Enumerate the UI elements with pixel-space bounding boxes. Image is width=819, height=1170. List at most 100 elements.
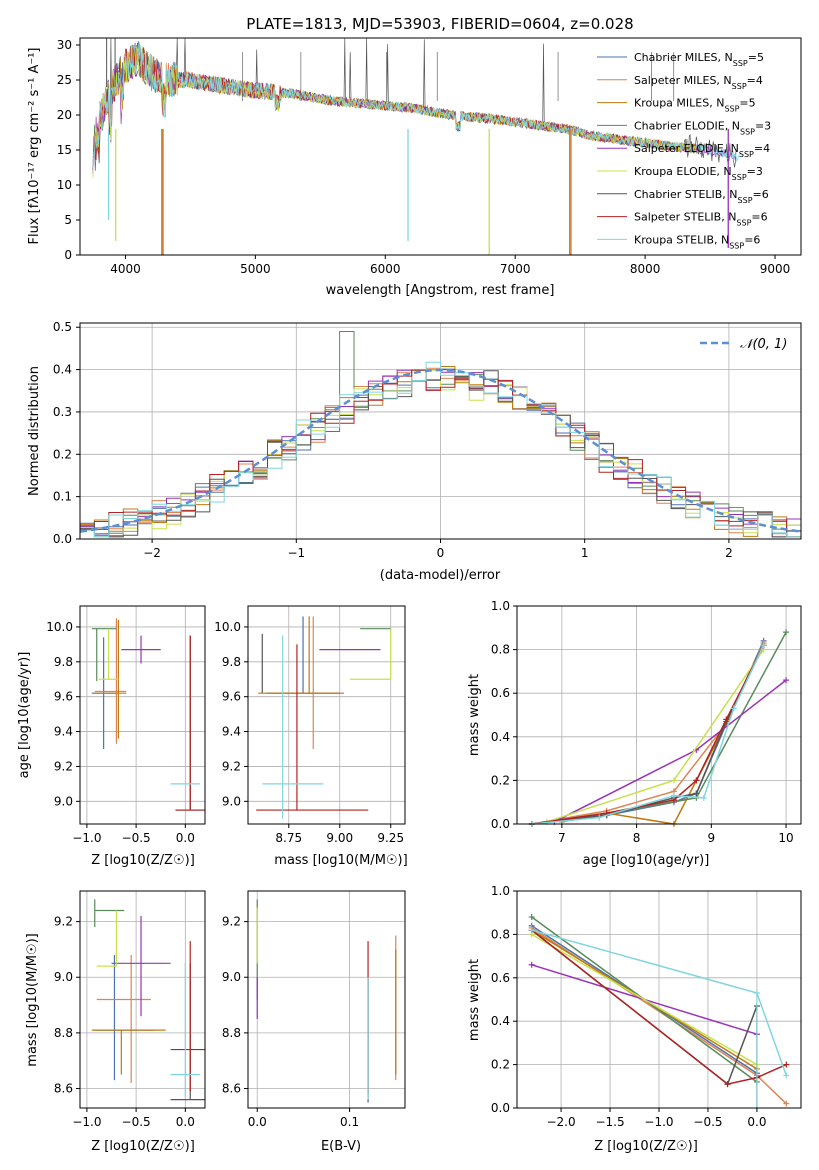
panel-frame [516,605,802,825]
panel-x-tick-label: 0.1 [340,1115,359,1129]
weight-point [723,716,730,723]
mass-vs-z-panel: −1.0 −0.5 0.08.68.89.09.2 Z [log10(Z/Z☉)] … [25,890,206,1154]
panel-y-tick-label: 10.0 [214,620,241,634]
panel-y-tick-label: 0.6 [491,971,510,985]
spectrum-frame [79,37,802,256]
panel-y-tick-label: 0.2 [491,773,510,787]
panel-marks [91,899,205,1101]
legend-label: Kroupa STELIB, NSSP=6 [634,233,760,250]
panel-x-tick-label: 0.0 [248,1115,267,1129]
weight-point [528,914,535,921]
weight-point [760,642,767,649]
panel-y-tick-label: 9.2 [222,759,241,773]
spectrum-x-tick-label: 8000 [630,262,661,276]
panel-x-tick-label: 9.00 [326,831,353,845]
panel-x-tick-label: 8.75 [275,831,302,845]
weight-point [528,927,535,934]
spectrum-x-label: wavelength [Angstrom, rest frame] [326,283,555,298]
panel-y-tick-label: 9.0 [222,970,241,984]
panel-x-tick-label: 0.0 [747,1115,766,1129]
weight-vs-age-y-label: mass weight [467,674,482,756]
panel-y-tick-label: 0.6 [491,686,510,700]
panel-y-tick-label: 8.8 [222,1026,241,1040]
panel-y-tick-label: 1.0 [491,884,510,898]
histogram-y-tick-label: 0.0 [53,532,72,546]
panel-x-tick-label: 0.0 [176,1115,195,1129]
spectrum-x-ticks: 4000 5000 6000 7000 8000 9000 [110,255,790,276]
weight-vs-age-panel: 7 8 9 10 0.0 0.2 0.4 0.6 0.8 1.0 age [log10(age/y… [467,599,802,868]
spectrum-line-salpeter-stelib [92,43,698,171]
panel-y-tick-label: 9.4 [222,725,241,739]
normal-legend-label: 𝒩(0, 1) [740,337,787,352]
panel-grid [80,606,205,824]
panel-y-tick-label: 0.8 [491,643,510,657]
panel-y-tick-label: 8.6 [222,1082,241,1096]
weight-point [783,1072,790,1079]
weight-point [670,777,677,784]
weight-point [700,794,707,801]
panel-x-tick-label: −1.0 [72,831,101,845]
panel-frame [247,605,406,825]
spectrum-x-tick-label: 4000 [110,262,141,276]
weight-vs-z-x-label: Z [log10(Z/Z☉)] [594,1139,698,1154]
weight-point [730,705,737,712]
spectrum-y-label: Flux [fλ10⁻¹⁷ erg cm⁻² s⁻¹ A⁻¹] [27,48,42,245]
legend-label: Salpeter ELODIE, NSSP=4 [634,142,770,159]
panel-x-tick-label: −0.5 [693,1115,722,1129]
histogram-grid [80,323,801,540]
normal-curve [79,368,802,533]
panel-y-tick-label: 9.8 [222,655,241,669]
panel-y-tick-label: 0.4 [491,1014,510,1028]
weight-vs-z-y-label: mass weight [467,959,482,1041]
panel-y-tick-label: 0.8 [491,927,510,941]
panel-frame [247,890,406,1109]
weight-line-chabrier-stelib [531,644,765,825]
legend-label: Salpeter STELIB, NSSP=6 [634,211,768,228]
weight-point [783,629,790,636]
mass-vs-z-plot: −1.0 −0.5 0.0 8.6 8.8 9.0 9.2 [54,890,206,1129]
spectrum-line-kroupa-elodie [92,45,698,179]
weight-vs-age-plot: 7 8 9 10 0.0 0.2 0.4 0.6 0.8 1.0 [491,599,802,845]
weight-line-chabrier-miles [531,640,765,825]
spectrum-x-tick-label: 5000 [240,262,271,276]
histogram-y-tick-label: 0.5 [53,320,72,334]
mass-vs-ebv-panel: 0.0 0.1 8.6 8.8 9.0 9.2 E(B-V) [222,890,406,1154]
histogram-y-tick-label: 0.1 [53,490,72,504]
weight-point [783,1061,790,1068]
mass-vs-z-y-label: mass [log10(M/M☉)] [25,933,40,1066]
weight-vs-z-plot: −2.0 −1.5 −1.0 −0.5 0.0 0.0 0.2 0.4 0.6 0.8 1.0 [491,884,802,1129]
weight-point [670,792,677,799]
histogram-x-tick-label: −1 [287,546,305,560]
age-vs-mass-x-label: mass [log10(M/M☉)] [274,853,407,868]
histogram-y-ticks: 0.0 0.1 0.2 0.3 0.4 0.5 [53,320,80,546]
weight-line-salpeter-miles [531,642,765,825]
spectrum-y-tick-label: 10 [57,178,72,192]
legend-label: Salpeter MILES, NSSP=4 [634,74,763,91]
panel-x-tick-label: 10 [778,831,793,845]
legend-label: Chabrier ELODIE, NSSP=3 [634,119,771,136]
histogram-x-label: (data-model)/error [380,568,501,583]
spectrum-y-tick-label: 15 [57,143,72,157]
panel-x-tick-label: −1.0 [644,1115,673,1129]
spectrum-y-ticks: 0 5 10 15 20 25 30 [57,38,80,262]
panel-y-tick-label: 9.8 [54,655,73,669]
histogram-x-tick-label: 1 [581,546,589,560]
spectrum-x-tick-label: 6000 [370,262,401,276]
weight-point [693,777,700,784]
age-vs-z-x-label: Z [log10(Z/Z☉)] [91,853,195,868]
age-vs-z-plot: −1.0 −0.5 0.0 9.0 9.2 9.4 9.6 9.8 10.0 [46,605,206,845]
histogram-x-tick-label: 2 [725,546,733,560]
weight-point [528,961,535,968]
panel-x-tick-label: −1.5 [595,1115,624,1129]
panel-grid [80,891,205,1108]
histogram-y-tick-label: 0.4 [53,363,72,377]
panel-y-tick-label: 9.4 [54,725,73,739]
panel-x-tick-label: 9 [707,831,715,845]
weight-point [596,814,603,821]
weight-point [693,790,700,797]
spectrum-x-tick-label: 9000 [760,262,791,276]
panel-grid [248,891,405,1108]
legend-label: Kroupa ELODIE, NSSP=3 [634,165,763,182]
panel-marks [256,616,392,819]
